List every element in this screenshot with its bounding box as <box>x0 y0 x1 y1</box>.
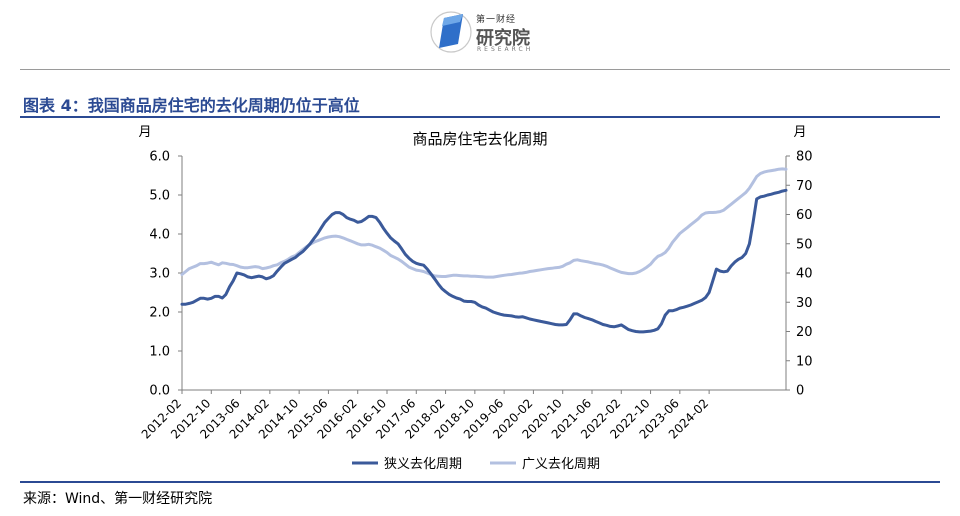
series-group <box>180 167 788 334</box>
chart-legend: 狭义去化周期 广义去化周期 <box>352 457 600 472</box>
chart-container: 商品房住宅去化周期 月 月 0.0 1.0 2.0 3.0 4.0 5.0 6.0 0 10 20… <box>0 118 960 483</box>
left-tick-label: 3.0 <box>149 267 170 282</box>
source-note: 来源：Wind、第一财经研究院 <box>23 491 213 507</box>
right-tick-label: 50 <box>796 237 813 252</box>
chart-title: 商品房住宅去化周期 <box>412 130 547 148</box>
right-tick-label: 20 <box>796 325 813 340</box>
right-tick-label: 60 <box>796 208 813 223</box>
right-tick-label: 40 <box>796 267 813 282</box>
legend-label-narrow: 狭义去化周期 <box>384 457 462 472</box>
left-tick-label: 2.0 <box>149 306 170 321</box>
left-tick-label: 1.0 <box>149 345 170 360</box>
right-tick-label: 70 <box>796 179 813 194</box>
right-tick-label: 80 <box>796 150 813 165</box>
legend-label-broad: 广义去化周期 <box>522 457 600 472</box>
figure-title: 图表 4：我国商品房住宅的去化周期仍位于高位 <box>23 96 360 115</box>
left-tick-label: 5.0 <box>149 189 170 204</box>
series-line-narrow <box>180 188 788 334</box>
right-tick-label: 10 <box>796 354 813 369</box>
logo-text-big: 研究院 <box>476 28 530 49</box>
left-tick-label: 4.0 <box>149 228 170 243</box>
report-header: 第一财经 研究院 RESEARCH <box>0 0 960 70</box>
footer-divider <box>20 481 940 483</box>
brand-logo: 第一财经 研究院 RESEARCH <box>430 6 540 58</box>
logo-text-small: 第一财经 <box>476 15 517 25</box>
series-line-broad <box>180 167 788 279</box>
logo-text-en: RESEARCH <box>477 46 534 53</box>
logo-mark-icon <box>430 11 472 53</box>
right-tick-label: 0 <box>796 384 804 399</box>
title-divider <box>20 116 940 118</box>
line-chart: 商品房住宅去化周期 月 月 0.0 1.0 2.0 3.0 4.0 5.0 6.0 0 10 20… <box>138 125 813 472</box>
axes-group: 0.01.02.03.04.05.06.00102030405060708020… <box>139 150 813 442</box>
right-axis-unit: 月 <box>793 125 806 140</box>
left-axis-unit: 月 <box>138 125 151 140</box>
right-tick-label: 30 <box>796 296 813 311</box>
left-tick-label: 0.0 <box>149 384 170 399</box>
left-tick-label: 6.0 <box>149 150 170 165</box>
header-divider <box>20 69 950 70</box>
